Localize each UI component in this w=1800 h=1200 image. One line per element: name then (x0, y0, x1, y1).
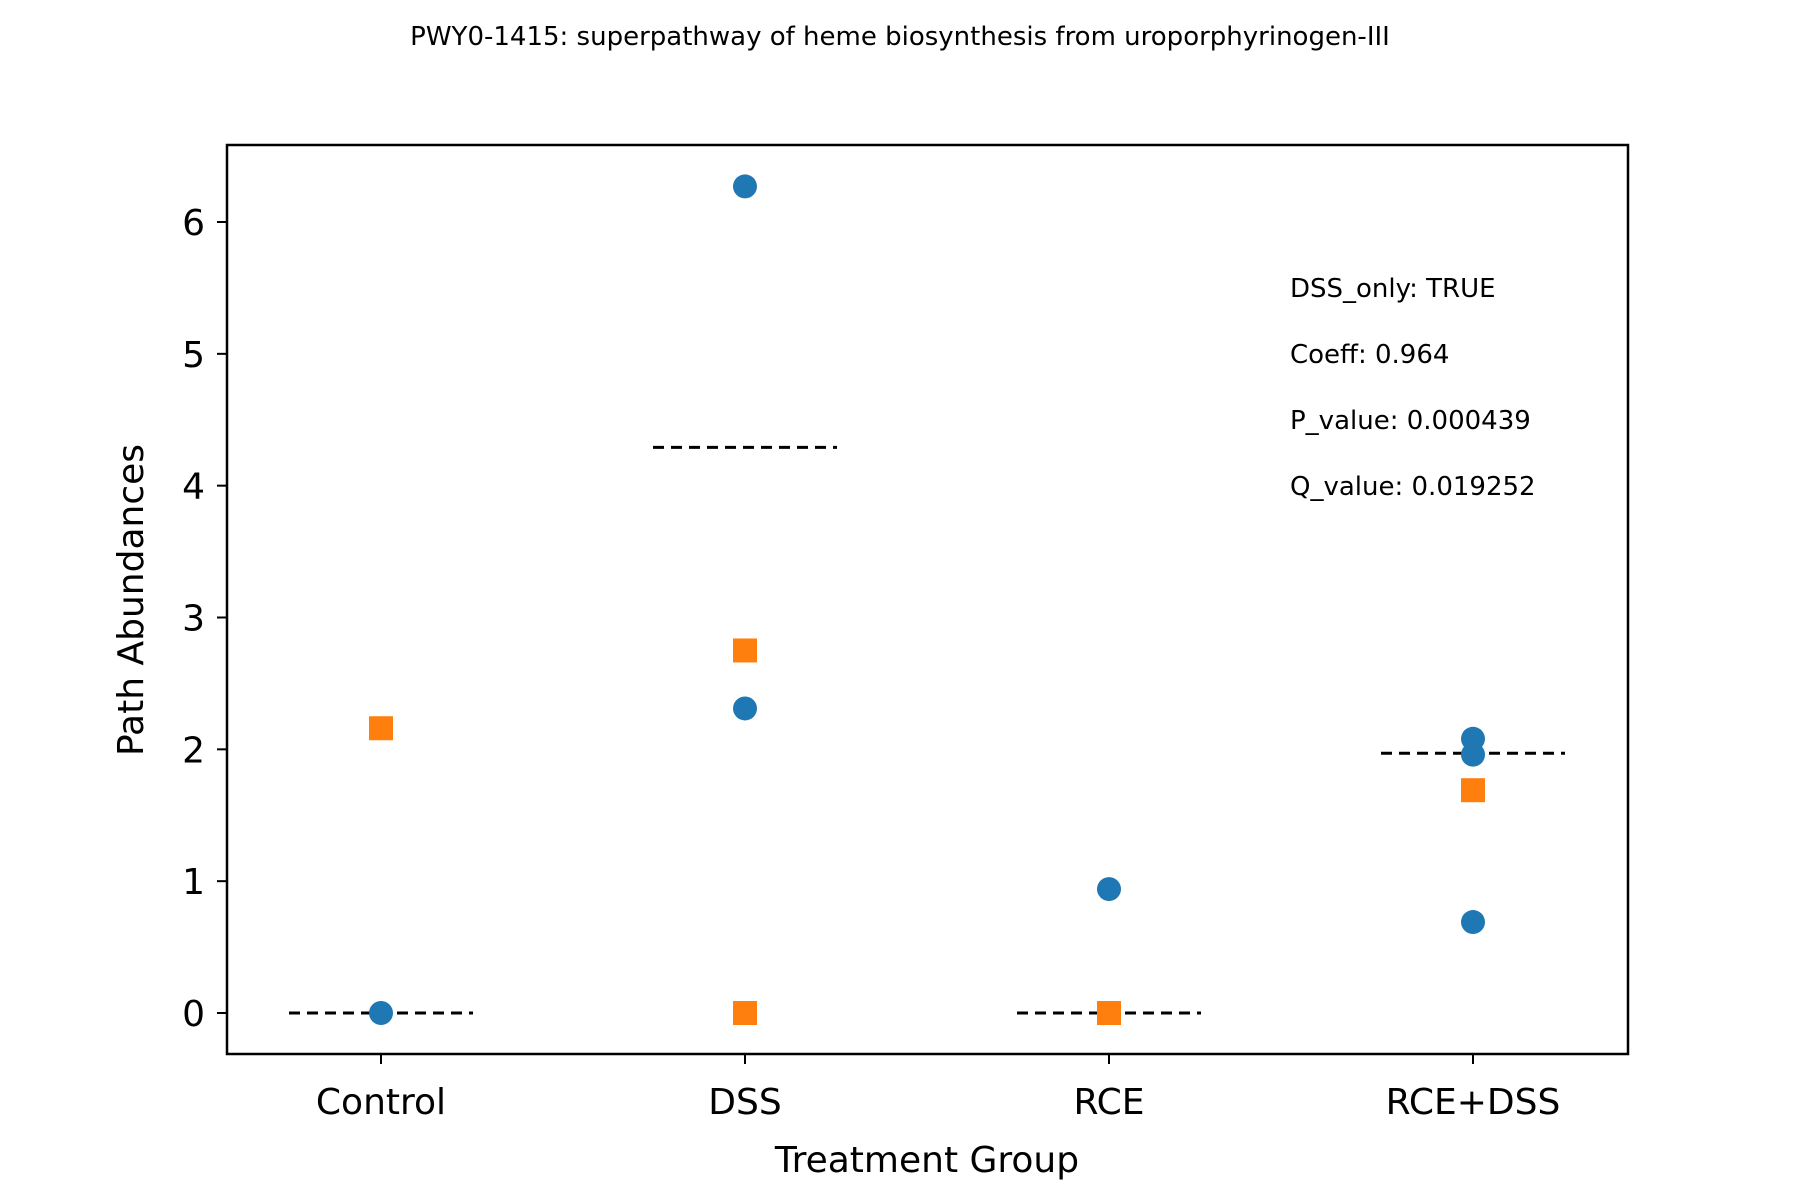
y-axis: 0 1 2 3 4 5 6 (182, 203, 227, 1035)
y-axis-label: Path Abundances (111, 444, 152, 756)
data-point-circle (1461, 742, 1485, 767)
x-axis-label: Treatment Group (774, 1140, 1079, 1181)
data-point-circle (1097, 877, 1121, 902)
plot-area (289, 174, 1565, 1025)
data-point-circle (733, 174, 757, 199)
x-tick-label: RCE (1073, 1082, 1144, 1123)
data-point-square (369, 716, 393, 741)
y-tick-label: 1 (182, 862, 205, 903)
y-tick-label: 4 (182, 467, 205, 508)
data-point-circle (733, 696, 757, 721)
chart-title: PWY0-1415: superpathway of heme biosynth… (410, 22, 1390, 52)
data-point-square (733, 1001, 757, 1025)
y-tick-label: 3 (182, 599, 205, 640)
y-tick-label: 0 (182, 994, 205, 1035)
stats-annotation: Coeff: 0.964 (1290, 340, 1449, 370)
x-tick-label: RCE+DSS (1386, 1082, 1561, 1123)
data-point-square (733, 638, 757, 663)
data-point-square (1461, 778, 1485, 803)
x-axis: Control DSS RCE RCE+DSS (316, 1054, 1560, 1123)
x-tick-label: Control (316, 1082, 446, 1123)
plot-frame (225, 143, 1630, 1056)
stats-annotation: Q_value: 0.019252 (1290, 472, 1536, 502)
y-tick-label: 6 (182, 203, 205, 244)
stats-annotations: DSS_only: TRUE Coeff: 0.964 P_value: 0.000… (1290, 274, 1536, 502)
y-tick-label: 2 (182, 730, 205, 771)
stats-annotation: P_value: 0.000439 (1290, 406, 1531, 436)
data-point-square (1097, 1001, 1121, 1025)
stats-annotation: DSS_only: TRUE (1290, 274, 1496, 304)
data-point-circle (1461, 910, 1485, 935)
data-point-circle (369, 1001, 393, 1025)
y-tick-label: 5 (182, 335, 205, 376)
x-tick-label: DSS (708, 1082, 781, 1123)
